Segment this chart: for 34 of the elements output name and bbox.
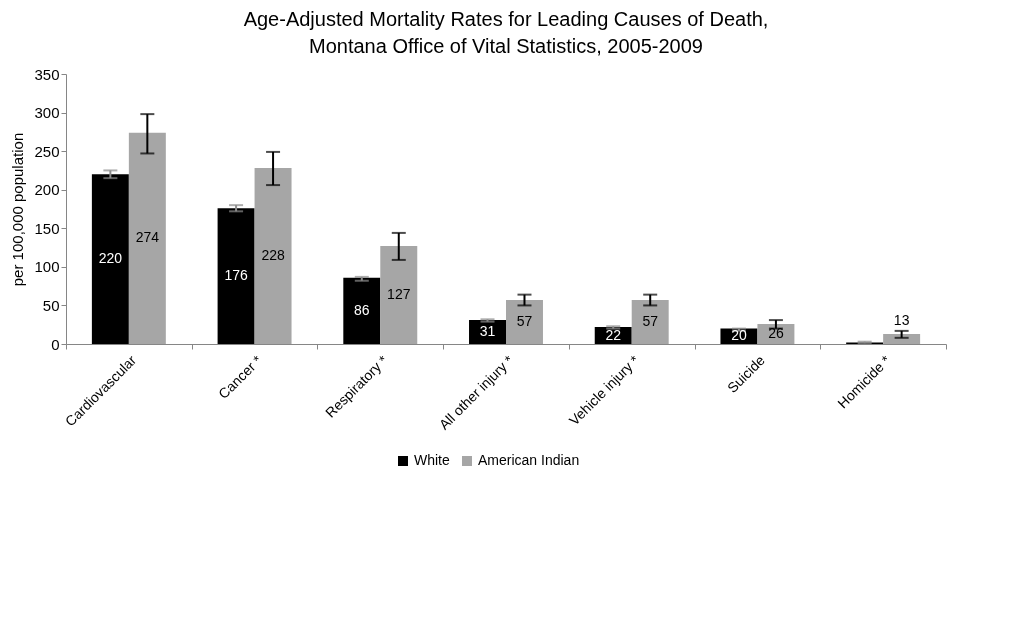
bar: [343, 277, 381, 344]
bar: [469, 320, 506, 344]
bar: [380, 246, 418, 344]
bar: [631, 300, 669, 344]
y-tick-label: 300: [34, 104, 60, 122]
y-tick-label: 0: [51, 335, 60, 353]
data-label: 22: [605, 326, 622, 343]
bar: [91, 174, 129, 344]
chart-title: Age-Adjusted Mortality Rates for Leading Causes of Death, Montana Office of Vital Statistics, 2005-2009: [243, 8, 769, 57]
data-label: 20: [731, 327, 747, 344]
data-label: 26: [768, 324, 784, 341]
y-tick-label: 200: [34, 181, 60, 199]
data-label: 57: [516, 313, 533, 330]
data-label: 31: [479, 323, 496, 340]
bar: [217, 208, 255, 344]
y-axis-title: per 100,000 population: [9, 132, 27, 287]
bar: [128, 132, 166, 344]
legend-label: American Indian: [478, 452, 580, 468]
data-label: 13: [893, 312, 910, 329]
legend-label: White: [414, 452, 450, 468]
y-tick-label: 100: [34, 258, 60, 276]
data-label: 127: [387, 286, 411, 303]
y-tick-label: 350: [34, 65, 60, 83]
data-label: 57: [642, 313, 659, 330]
data-label: 176: [224, 267, 248, 284]
data-label: 274: [135, 229, 160, 246]
data-label: 86: [354, 301, 370, 318]
bar: [506, 300, 543, 344]
data-label: 228: [261, 247, 285, 264]
data-label: 220: [98, 250, 123, 267]
bar: [254, 168, 292, 344]
y-tick-label: 50: [42, 296, 60, 314]
y-tick-label: 250: [34, 142, 60, 160]
y-tick-label: 150: [34, 219, 60, 237]
